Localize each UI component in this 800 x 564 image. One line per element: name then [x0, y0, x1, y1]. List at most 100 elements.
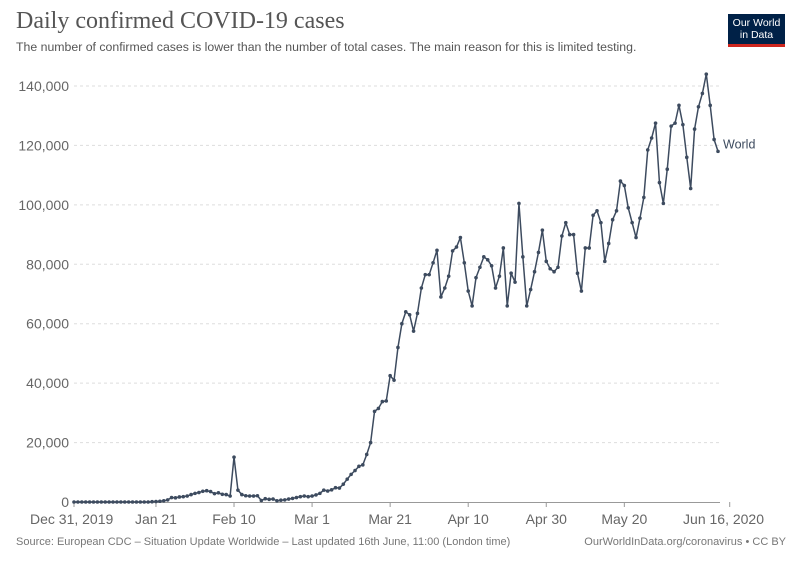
data-point [212, 491, 217, 496]
data-point [337, 486, 342, 490]
data-point [282, 498, 287, 502]
data-point [134, 500, 139, 504]
data-point [603, 259, 607, 264]
data-point [427, 272, 431, 277]
data-point [618, 179, 623, 183]
data-point [439, 295, 443, 299]
data-point [638, 216, 642, 221]
data-point [556, 265, 560, 270]
x-tick-label: Jun 16, 2020 [683, 511, 764, 527]
x-tick-label: Apr 30 [526, 511, 567, 527]
data-point [177, 495, 182, 499]
data-point [532, 269, 537, 274]
data-point [431, 261, 435, 265]
data-point [591, 213, 595, 218]
x-tick-label: May 20 [601, 511, 647, 527]
data-point [610, 217, 615, 222]
data-point [501, 246, 506, 250]
data-point [294, 495, 299, 500]
data-point [478, 265, 482, 270]
data-point [567, 232, 572, 237]
data-point [521, 255, 525, 259]
data-point [364, 452, 369, 457]
data-point [126, 500, 131, 504]
data-point [708, 103, 712, 108]
y-tick-label: 60,000 [26, 316, 69, 332]
grid-lines [74, 85, 720, 444]
data-point [446, 274, 451, 278]
data-point [122, 500, 127, 504]
series-world: World [72, 72, 755, 504]
data-point [103, 500, 108, 504]
data-point [255, 493, 260, 498]
data-point [587, 246, 591, 250]
x-tick-label: Dec 31, 2019 [30, 511, 113, 527]
data-point [630, 220, 634, 225]
data-point [462, 261, 467, 265]
data-point [614, 209, 619, 213]
data-point [306, 494, 310, 499]
data-point [684, 155, 689, 160]
data-point [115, 500, 119, 504]
data-point [228, 494, 232, 498]
data-point [536, 250, 541, 255]
data-point [349, 472, 353, 477]
data-point [314, 493, 318, 497]
data-point [80, 500, 84, 504]
data-point [111, 500, 115, 504]
data-point [563, 220, 568, 225]
data-point [95, 500, 100, 504]
x-tick-label: Jan 21 [135, 511, 177, 527]
data-point [388, 373, 392, 378]
data-point [236, 488, 240, 492]
x-tick-label: Mar 1 [294, 511, 330, 527]
data-point [528, 287, 533, 292]
data-point [458, 235, 463, 240]
data-point [119, 500, 123, 504]
x-tick-label: Apr 10 [448, 511, 489, 527]
data-point [544, 259, 549, 264]
data-point [220, 492, 225, 497]
logo-line-1: Our World [732, 17, 781, 29]
data-point [267, 497, 271, 502]
data-point [380, 399, 385, 404]
data-point [419, 286, 424, 290]
y-tick-label: 80,000 [26, 256, 69, 272]
data-point [548, 266, 552, 271]
data-point [345, 477, 350, 481]
data-point [286, 497, 291, 501]
axes: 0 20,000 40,000 60,000 80,000 100,000 120,000 1… [18, 78, 764, 527]
data-point [91, 500, 96, 504]
data-point [673, 121, 677, 125]
data-point [208, 489, 213, 494]
data-point [142, 500, 147, 504]
data-point [341, 482, 346, 486]
data-point [216, 490, 221, 495]
data-point [275, 499, 279, 503]
data-point [692, 127, 697, 131]
data-point [181, 494, 186, 499]
data-point [606, 241, 611, 246]
data-point [384, 399, 389, 403]
y-tick-label: 20,000 [26, 435, 69, 451]
data-point [396, 345, 400, 350]
chart-title: Daily confirmed COVID-19 cases [16, 8, 345, 34]
credit-link[interactable]: OurWorldInData.org/coronavirus • CC BY [584, 536, 786, 548]
data-point [642, 195, 646, 200]
data-point [169, 495, 174, 500]
data-point [665, 167, 670, 171]
data-point [466, 289, 471, 293]
data-point [435, 248, 439, 253]
data-point [599, 220, 603, 225]
data-point [454, 245, 459, 249]
data-point [509, 271, 513, 276]
data-point [411, 329, 416, 333]
data-point [130, 500, 135, 504]
data-point [688, 186, 693, 191]
owid-logo[interactable]: Our World in Data [728, 14, 785, 47]
data-point [72, 500, 76, 504]
data-point [271, 497, 275, 501]
data-point [583, 246, 588, 250]
data-point [407, 313, 412, 317]
